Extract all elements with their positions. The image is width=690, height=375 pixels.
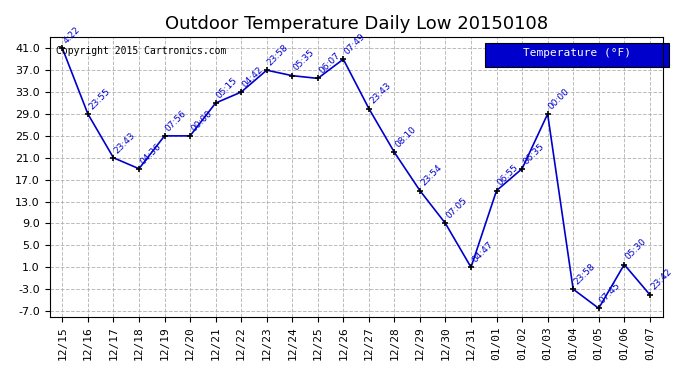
Text: 04:36: 04:36 <box>138 141 163 166</box>
Text: 07:45: 07:45 <box>598 281 622 306</box>
Text: 23:54: 23:54 <box>419 164 444 188</box>
Text: 4:22: 4:22 <box>61 25 82 45</box>
Text: 05:35: 05:35 <box>291 48 316 73</box>
Text: 04:42: 04:42 <box>240 65 265 89</box>
Text: 07:05: 07:05 <box>444 196 469 220</box>
Text: 23:43: 23:43 <box>368 81 393 106</box>
Text: 23:43: 23:43 <box>112 130 137 155</box>
Text: 23:42: 23:42 <box>649 267 673 292</box>
Text: Temperature (°F): Temperature (°F) <box>523 48 631 58</box>
Text: 04:47: 04:47 <box>470 240 495 264</box>
Title: Outdoor Temperature Daily Low 20150108: Outdoor Temperature Daily Low 20150108 <box>164 15 548 33</box>
Text: 06:35: 06:35 <box>521 141 546 166</box>
Text: 07:49: 07:49 <box>342 32 367 57</box>
Text: 00:00: 00:00 <box>546 87 571 111</box>
Text: 00:00: 00:00 <box>189 108 214 133</box>
Text: 05:15: 05:15 <box>215 76 239 100</box>
Text: 23:58: 23:58 <box>266 43 290 68</box>
Text: 23:58: 23:58 <box>573 262 597 286</box>
Text: 06:55: 06:55 <box>495 163 520 188</box>
Text: 06:07: 06:07 <box>317 51 342 76</box>
Bar <box>485 43 669 67</box>
Text: Copyright 2015 Cartronics.com: Copyright 2015 Cartronics.com <box>56 46 226 56</box>
Text: 07:56: 07:56 <box>164 108 188 133</box>
Text: 23:55: 23:55 <box>87 87 112 111</box>
Text: 05:30: 05:30 <box>624 237 648 262</box>
Text: 08:10: 08:10 <box>393 125 418 150</box>
